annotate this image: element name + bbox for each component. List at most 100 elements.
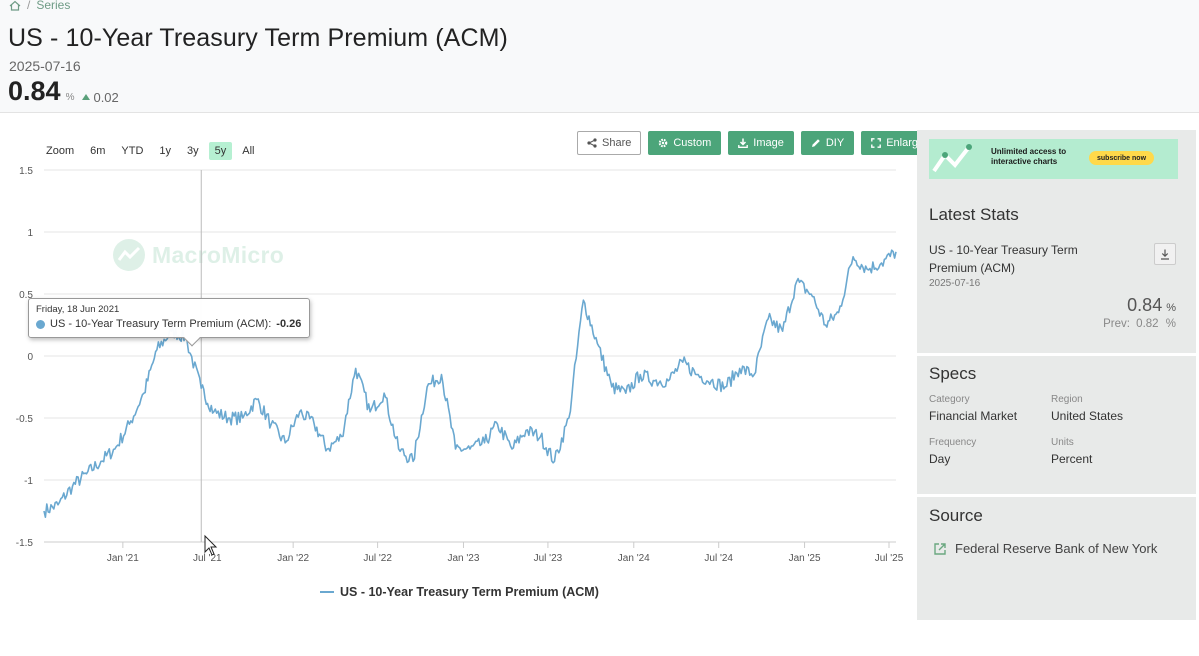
units-label: Units xyxy=(1051,437,1074,448)
x-tick-label: Jan '23 xyxy=(447,553,479,564)
prev-value: 0.82 xyxy=(1136,318,1159,330)
source-link[interactable]: Federal Reserve Bank of New York xyxy=(933,541,1157,556)
latest-stats-heading: Latest Stats xyxy=(929,205,1019,224)
spec-units: Units Percent xyxy=(1051,437,1092,466)
pencil-icon xyxy=(811,139,820,147)
gear-icon xyxy=(659,138,668,148)
range-all[interactable]: All xyxy=(242,145,255,157)
x-tick-label: Jul '22 xyxy=(363,553,392,564)
category-label: Category xyxy=(929,394,970,405)
download-button[interactable] xyxy=(1154,243,1176,265)
chart-logo-icon xyxy=(932,144,972,173)
download-icon xyxy=(738,138,749,148)
expand-icon xyxy=(871,138,882,148)
legend-swatch xyxy=(320,591,334,593)
share-label: Share xyxy=(602,137,632,149)
specs-heading: Specs xyxy=(929,364,977,383)
value-change: 0.02 xyxy=(82,89,119,105)
prev-label: Prev: xyxy=(1103,318,1130,330)
latest-stats-prev: Prev: 0.82 % xyxy=(1103,318,1176,330)
x-tick-label: Jul '21 xyxy=(193,553,222,564)
zoom-label: Zoom xyxy=(46,145,75,157)
y-tick-label: 1.5 xyxy=(19,166,33,177)
latest-value-row: 0.84 % 0.02 xyxy=(8,76,119,107)
range-1y[interactable]: 1y xyxy=(159,145,172,157)
range-6m[interactable]: 6m xyxy=(90,145,106,157)
x-tick-label: Jan '25 xyxy=(789,553,821,564)
spec-region: Region United States xyxy=(1051,394,1123,423)
y-tick-label: -0.5 xyxy=(16,414,34,425)
y-axis: 1.5 1 0.5 0 -0.5 -1 -1.5 xyxy=(16,166,34,549)
change-amount: 0.02 xyxy=(93,89,119,105)
share-icon xyxy=(587,138,597,148)
units-value: Percent xyxy=(1051,452,1093,466)
section-divider xyxy=(917,494,1196,497)
spec-category: Category Financial Market xyxy=(929,394,1017,423)
region-value: United States xyxy=(1051,409,1124,423)
x-axis: Jan '21 Jul '21 Jan '22 Jul '22 Jan '23 Jul '… xyxy=(44,541,904,564)
frequency-label: Frequency xyxy=(929,437,977,448)
frequency-value: Day xyxy=(929,452,951,466)
macromicro-logo-icon xyxy=(113,239,145,271)
tooltip-date: Friday, 18 Jun 2021 xyxy=(36,304,120,315)
home-icon[interactable] xyxy=(9,0,21,11)
breadcrumb-series-link[interactable]: Series xyxy=(36,0,71,12)
tooltip-series-name: US - 10-Year Treasury Term Premium (ACM)… xyxy=(50,318,272,330)
x-tick-label: Jul '23 xyxy=(534,553,563,564)
section-divider xyxy=(917,353,1196,356)
custom-button[interactable]: Custom xyxy=(648,131,722,155)
last-update-date: 2025-07-16 xyxy=(9,58,81,74)
subscribe-now-button[interactable]: subscribe now xyxy=(1089,151,1155,165)
image-label: Image xyxy=(753,137,784,149)
source-name: Federal Reserve Bank of New York xyxy=(955,541,1158,556)
latest-stats-name: US - 10-Year Treasury Term Premium (ACM) xyxy=(929,243,1078,275)
diy-button[interactable]: DIY xyxy=(800,131,855,155)
latest-stats-value: 0.84% xyxy=(1127,295,1176,316)
x-tick-label: Jan '21 xyxy=(107,553,139,564)
y-tick-label: 0 xyxy=(27,352,33,363)
range-ytd[interactable]: YTD xyxy=(121,145,144,157)
breadcrumb-separator: / xyxy=(27,0,31,12)
diy-label: DIY xyxy=(825,137,845,149)
legend-label: US - 10-Year Treasury Term Premium (ACM) xyxy=(340,585,599,599)
custom-label: Custom xyxy=(673,137,712,149)
breadcrumb: / Series xyxy=(9,0,70,12)
chart-toolbar: Share Custom Image DIY Enlarge xyxy=(577,131,935,155)
value-unit: % xyxy=(65,92,75,103)
image-button[interactable]: Image xyxy=(728,131,794,155)
latest-stats-unit: % xyxy=(1166,302,1176,314)
spec-frequency: Frequency Day xyxy=(929,437,976,466)
series-header: / Series US - 10-Year Treasury Term Prem… xyxy=(0,0,1199,113)
macromicro-watermark: MacroMicro xyxy=(112,238,284,272)
y-tick-label: 0.5 xyxy=(19,290,33,301)
range-5y[interactable]: 5y xyxy=(208,142,233,160)
y-tick-label: -1.5 xyxy=(16,538,34,549)
latest-stats-date: 2025-07-16 xyxy=(929,278,981,289)
watermark-text: MacroMicro xyxy=(152,241,285,268)
mouse-cursor-icon xyxy=(204,534,218,556)
y-tick-label: 1 xyxy=(27,228,33,239)
x-tick-label: Jul '25 xyxy=(875,553,904,564)
latest-value: 0.84 xyxy=(8,76,61,106)
region-label: Region xyxy=(1051,394,1083,405)
range-selector: Zoom 6m YTD 1y 3y 5y All xyxy=(46,142,265,160)
chart-tooltip: Friday, 18 Jun 2021 US - 10-Year Treasur… xyxy=(28,298,310,347)
x-tick-label: Jul '24 xyxy=(704,553,733,564)
share-button[interactable]: Share xyxy=(577,131,642,155)
side-panel: Unlimited access to interactive charts s… xyxy=(917,130,1196,620)
tooltip-value: -0.26 xyxy=(276,318,302,330)
series-color-dot xyxy=(36,319,45,329)
category-value: Financial Market xyxy=(929,409,1018,423)
source-heading: Source xyxy=(929,506,983,525)
range-3y[interactable]: 3y xyxy=(187,145,199,157)
tooltip-row: US - 10-Year Treasury Term Premium (ACM)… xyxy=(36,318,302,330)
y-tick-label: -1 xyxy=(24,476,33,487)
chart-grid xyxy=(44,169,896,543)
promo-line-1: Unlimited access to xyxy=(991,147,1067,156)
promo-banner[interactable]: Unlimited access to interactive charts s… xyxy=(929,139,1178,179)
prev-unit: % xyxy=(1165,318,1176,330)
promo-line-2: interactive charts xyxy=(991,157,1058,166)
x-tick-label: Jan '22 xyxy=(277,553,309,564)
line-chart[interactable]: 1.5 1 0.5 0 -0.5 -1 -1.5 Jan '21 Jul '21 Jan '22… xyxy=(0,160,912,575)
chart-legend[interactable]: US - 10-Year Treasury Term Premium (ACM) xyxy=(320,585,599,599)
